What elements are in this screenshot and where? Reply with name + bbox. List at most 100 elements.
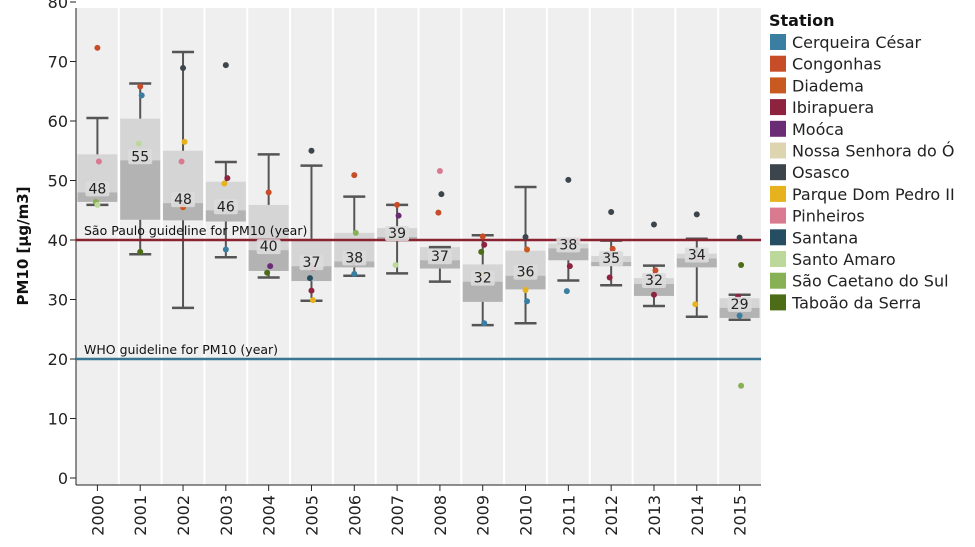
median-label-bg	[342, 250, 367, 266]
legend-swatch	[770, 99, 786, 116]
median-label-2004: 40	[260, 239, 278, 255]
y-tick-label: 20	[48, 350, 68, 369]
x-tick-label-2009: 2009	[474, 495, 493, 536]
x-tick-label-2002: 2002	[174, 495, 193, 536]
median-label-bg	[727, 296, 752, 312]
y-tick-label: 60	[48, 112, 68, 131]
legend-label: Moóca	[792, 120, 844, 139]
x-tick-label-2014: 2014	[688, 495, 707, 536]
point-2012	[608, 209, 615, 216]
point-2013	[652, 267, 659, 274]
point-2003	[222, 62, 229, 69]
x-tick-label-2008: 2008	[431, 495, 450, 536]
y-tick-label: 10	[48, 410, 68, 429]
legend-swatch	[770, 120, 786, 137]
median-label-bg	[599, 251, 624, 267]
x-tick-label-2010: 2010	[517, 495, 536, 536]
point-2011	[563, 288, 570, 295]
x-tick-label-2013: 2013	[645, 495, 664, 536]
point-2014	[693, 211, 700, 218]
legend-label: Nossa Senhora do Ó	[792, 142, 954, 161]
median-label-bg	[256, 239, 281, 255]
median-label-bg	[470, 270, 495, 286]
box-lower-2000	[77, 192, 118, 202]
median-label-bg	[556, 237, 581, 253]
point-2010	[522, 286, 529, 293]
point-2002	[181, 138, 188, 145]
point-2005	[309, 297, 316, 304]
median-label-bg	[171, 192, 196, 208]
y-tick-label: 30	[48, 291, 68, 310]
legend-swatch	[770, 272, 786, 289]
legend-label: Pinheiros	[792, 207, 865, 226]
legend-label: Osasco	[792, 163, 850, 182]
point-2012	[609, 245, 616, 252]
station-points	[92, 44, 745, 389]
point-2001	[138, 92, 145, 99]
box-lower-2003	[205, 210, 246, 222]
median-label-2009: 32	[474, 271, 492, 287]
box-lower-2008	[419, 260, 460, 269]
point-2009	[479, 233, 486, 240]
point-2006	[352, 229, 359, 236]
box-lower-2009	[462, 281, 503, 302]
median-label-bg	[427, 249, 452, 265]
median-label-bg	[85, 181, 110, 197]
point-2015	[738, 261, 745, 268]
x-tick-label-2012: 2012	[602, 495, 621, 536]
legend-swatch	[770, 142, 786, 159]
box-lower-2014	[676, 258, 717, 268]
point-2002	[180, 65, 187, 72]
point-2001	[135, 140, 142, 147]
legend-swatch	[770, 229, 786, 246]
reference-line-label: WHO guideline for PM10 (year)	[84, 342, 278, 357]
median-label-2006: 38	[345, 250, 363, 266]
legend-label: Santana	[792, 228, 858, 247]
legend-label: Cerqueira César	[792, 33, 922, 52]
grid	[117, 8, 720, 485]
median-label-bg	[641, 273, 666, 289]
median-label-2000: 48	[88, 181, 106, 197]
median-labels: 48 55 48 46 40 37 38 39 37 32 36 38 35 32 34 29	[85, 149, 752, 313]
median-label-bg	[385, 226, 410, 242]
point-2011	[566, 263, 573, 270]
median-label-2013: 32	[645, 273, 663, 289]
point-2008	[435, 209, 442, 216]
x-tick-label-2005: 2005	[302, 495, 321, 536]
box-lower-2011	[548, 248, 589, 261]
box-lower-2001	[120, 160, 161, 220]
legend-title: Station	[769, 11, 834, 30]
x-axis: 2000 2001 2002 2003 2004 2005 2006 2007 2008 2009…	[76, 484, 761, 536]
box-lower-2013	[633, 284, 674, 296]
boxes	[77, 50, 760, 327]
y-tick-label: 80	[48, 0, 68, 12]
legend-label: Santo Amaro	[792, 250, 896, 269]
y-tick-label: 40	[48, 231, 68, 250]
median-label-2001: 55	[131, 149, 149, 165]
point-2007	[394, 201, 401, 208]
x-tick-label-2011: 2011	[559, 495, 578, 536]
legend: Station Cerqueira César Congonhas Diadema Ib…	[769, 11, 955, 312]
point-2003	[221, 180, 228, 187]
point-2000	[94, 201, 101, 208]
point-2015	[736, 312, 743, 319]
y-tick-label: 0	[58, 469, 68, 488]
point-2006	[351, 270, 358, 277]
point-2000	[94, 44, 101, 51]
x-tick-label-2004: 2004	[260, 495, 279, 536]
point-2014	[692, 301, 699, 308]
median-label-2008: 37	[431, 249, 449, 265]
y-tick-label: 70	[48, 53, 68, 72]
point-2008	[438, 191, 445, 198]
point-2004	[267, 263, 274, 270]
legend-swatch	[770, 294, 786, 311]
legend-swatch	[770, 164, 786, 181]
legend-swatch	[770, 34, 786, 50]
point-2015	[738, 382, 745, 389]
point-2003	[222, 246, 229, 253]
point-2000	[95, 158, 102, 165]
legend-swatch	[770, 55, 786, 72]
point-2009	[478, 248, 485, 255]
median-label-bg	[213, 199, 238, 215]
